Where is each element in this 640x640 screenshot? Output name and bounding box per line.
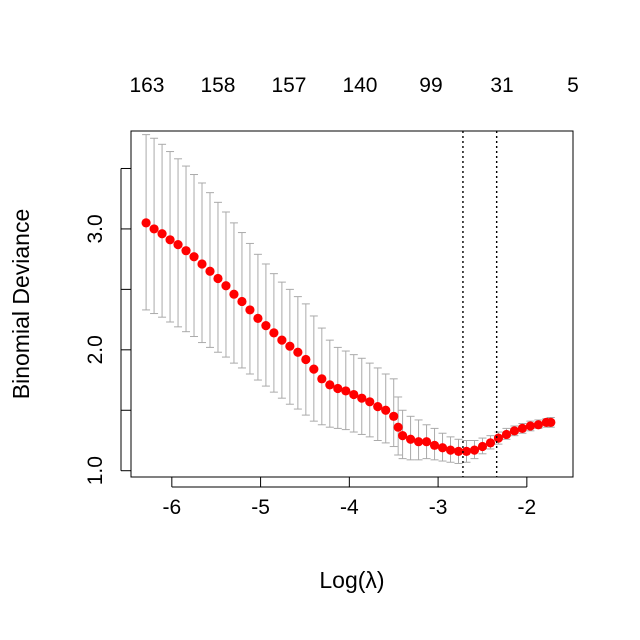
data-point [181, 246, 191, 256]
data-point [277, 335, 287, 345]
data-point [253, 313, 263, 323]
data-point [546, 417, 556, 427]
data-point [461, 446, 472, 456]
data-point [141, 218, 151, 228]
data-point [493, 433, 504, 443]
data-point [341, 386, 351, 396]
data-point [517, 423, 528, 434]
top-axis-labels: 163 158 157 140 99 31 5 [129, 74, 578, 97]
data-point [205, 266, 215, 276]
y-tick-label: 1.0 [84, 456, 107, 485]
data-point [389, 411, 399, 421]
data-point [429, 440, 440, 450]
data-point [421, 437, 432, 447]
data-point [373, 402, 383, 412]
plot-frame [130, 130, 574, 478]
data-point [261, 321, 271, 331]
data-point [213, 273, 223, 284]
data-point [165, 235, 175, 245]
data-point [437, 443, 448, 453]
data-points [141, 218, 556, 456]
data-point [533, 420, 543, 430]
x-axis-title: Log(λ) [319, 567, 384, 593]
data-point [485, 438, 496, 448]
data-point [245, 305, 255, 315]
data-point [237, 296, 247, 307]
y-tick-label: 2.0 [84, 335, 107, 364]
y-axis: 1.0 2.0 3.0 [84, 167, 131, 485]
data-point [445, 445, 456, 455]
top-axis-label: 158 [200, 74, 235, 97]
x-tick-label: -2 [518, 496, 537, 519]
x-tick-label: -4 [340, 496, 359, 519]
reference-lines [462, 131, 498, 477]
data-point [381, 405, 391, 415]
data-point [453, 446, 464, 456]
data-point [301, 354, 311, 365]
data-point [221, 281, 231, 291]
top-axis-label: 31 [490, 74, 513, 97]
error-bars [142, 134, 555, 464]
data-point [173, 240, 183, 250]
y-axis-title: Binomial Deviance [8, 209, 34, 399]
top-axis-label: 5 [567, 74, 579, 97]
data-point [525, 421, 535, 431]
data-point [393, 422, 403, 432]
x-tick-label: -3 [429, 496, 448, 519]
y-tick-label: 3.0 [84, 214, 107, 243]
data-point [285, 341, 295, 351]
top-axis-label: 140 [342, 74, 377, 97]
data-point [189, 252, 199, 262]
data-point [309, 364, 319, 374]
data-point [413, 437, 424, 447]
data-point [197, 259, 207, 269]
data-point [349, 389, 359, 400]
data-point [501, 429, 512, 440]
data-point [469, 445, 480, 455]
data-point [317, 374, 327, 384]
data-point [229, 289, 239, 299]
data-point [325, 380, 335, 390]
data-point [293, 347, 303, 357]
x-axis: -6 -5 -4 -3 -2 [162, 477, 536, 519]
data-point [477, 441, 488, 452]
top-axis-label: 157 [271, 74, 306, 97]
data-point [357, 393, 367, 403]
x-tick-label: -5 [251, 496, 270, 519]
data-point [509, 426, 520, 436]
data-point [397, 431, 408, 441]
data-point [365, 397, 375, 407]
data-point [157, 229, 167, 239]
data-point [149, 224, 159, 234]
top-axis-label: 99 [419, 74, 442, 97]
data-point [269, 328, 279, 338]
data-point [333, 383, 343, 394]
top-axis-label: 163 [129, 74, 164, 97]
data-point [405, 434, 416, 444]
x-tick-label: -6 [162, 496, 181, 519]
